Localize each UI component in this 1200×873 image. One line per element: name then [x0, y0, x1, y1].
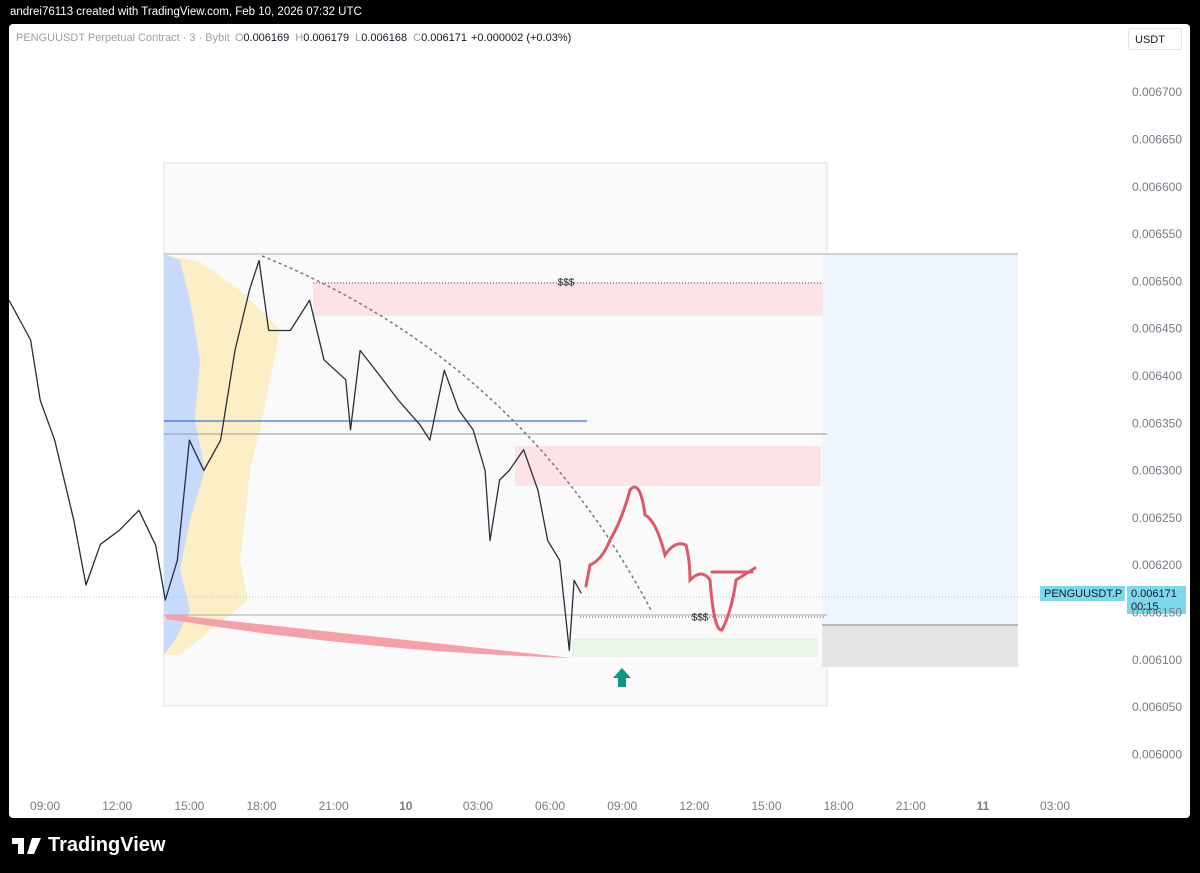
y-tick-label: 0.006350	[1132, 416, 1182, 430]
supply-zone	[515, 446, 821, 486]
x-tick-label: 12:00	[102, 799, 132, 813]
ohlc: O0.006169 H0.006179 L0.006168 C0.006171	[233, 32, 471, 44]
ohlc-key: L	[355, 32, 362, 44]
y-tick-label: 0.006400	[1132, 369, 1182, 383]
y-tick-label: 0.006500	[1132, 274, 1182, 288]
y-tick-label: 0.006600	[1132, 180, 1182, 194]
symbol: PENGUUSDT Perpetual Contract · 3 · Bybit	[16, 32, 230, 44]
arc-drawing	[261, 255, 653, 613]
y-tick-label: 0.006200	[1132, 558, 1182, 572]
symbol-tag: PENGUUSDT.P	[1044, 588, 1122, 600]
attribution: andrei76113 created with TradingView.com…	[10, 6, 362, 18]
x-tick-label: 03:00	[1040, 799, 1070, 813]
ohlc-value: 0.006169	[243, 32, 290, 44]
annotation: $$$	[692, 613, 709, 624]
y-tick-label: 0.006050	[1132, 700, 1182, 714]
x-tick-label: 03:00	[463, 799, 493, 813]
y-tick-label: 0.006300	[1132, 464, 1182, 478]
up-arrow	[613, 668, 631, 687]
annotation: $$$	[558, 278, 575, 289]
x-tick-label: 21:00	[896, 799, 926, 813]
x-tick-label: 21:00	[319, 799, 349, 813]
target-zone	[822, 254, 1018, 625]
plot	[8, 259, 582, 651]
price-line	[8, 259, 582, 651]
ohlc-value: 0.006168	[361, 32, 408, 44]
y-tick-label: 0.006650	[1132, 133, 1182, 147]
change: +0.000002 (+0.03%)	[470, 32, 572, 44]
currency-button[interactable]: USDT	[1128, 28, 1182, 50]
volume-profile	[164, 254, 205, 655]
ohlc-key: C	[413, 32, 422, 44]
ohlc-key: H	[295, 32, 304, 44]
countdown: 00:15	[1131, 601, 1159, 613]
stop-zone	[822, 625, 1018, 667]
price-tag	[1127, 586, 1186, 614]
trendline-shape	[166, 614, 572, 658]
y-tick-label: 0.006100	[1132, 653, 1182, 667]
x-tick-label: 09:00	[607, 799, 637, 813]
price-label: 0.006171	[1131, 588, 1177, 600]
y-tick-label: 0.006150	[1132, 606, 1182, 620]
x-tick-label: 06:00	[535, 799, 565, 813]
x-tick-label: 18:00	[824, 799, 854, 813]
y-tick-label: 0.006000	[1132, 747, 1182, 761]
demand-zone	[572, 638, 818, 657]
legend: PENGUUSDT Perpetual Contract · 3 · Bybit…	[16, 32, 575, 44]
y-tick-label: 0.006450	[1132, 322, 1182, 336]
x-tick-label: 10	[399, 799, 413, 813]
y-tick-label: 0.006700	[1132, 85, 1182, 99]
ohlc-value: 0.006179	[303, 32, 350, 44]
y-tick-label: 0.006550	[1132, 227, 1182, 241]
ohlc-key: O	[234, 32, 244, 44]
supply-zone	[313, 282, 823, 316]
x-tick-label: 18:00	[246, 799, 276, 813]
price-tag	[1040, 586, 1125, 601]
x-tick-label: 12:00	[679, 799, 709, 813]
projection-drawing	[584, 485, 757, 632]
logo	[12, 837, 41, 854]
brand-name: TradingView	[48, 834, 166, 856]
y-tick-label: 0.006250	[1132, 511, 1182, 525]
brand: TradingView	[12, 834, 165, 857]
x-tick-label: 09:00	[30, 799, 60, 813]
ohlc-value: 0.006171	[421, 32, 467, 44]
x-tick-label: 15:00	[751, 799, 781, 813]
x-tick-label: 15:00	[174, 799, 204, 813]
x-tick-label: 11	[977, 799, 990, 813]
